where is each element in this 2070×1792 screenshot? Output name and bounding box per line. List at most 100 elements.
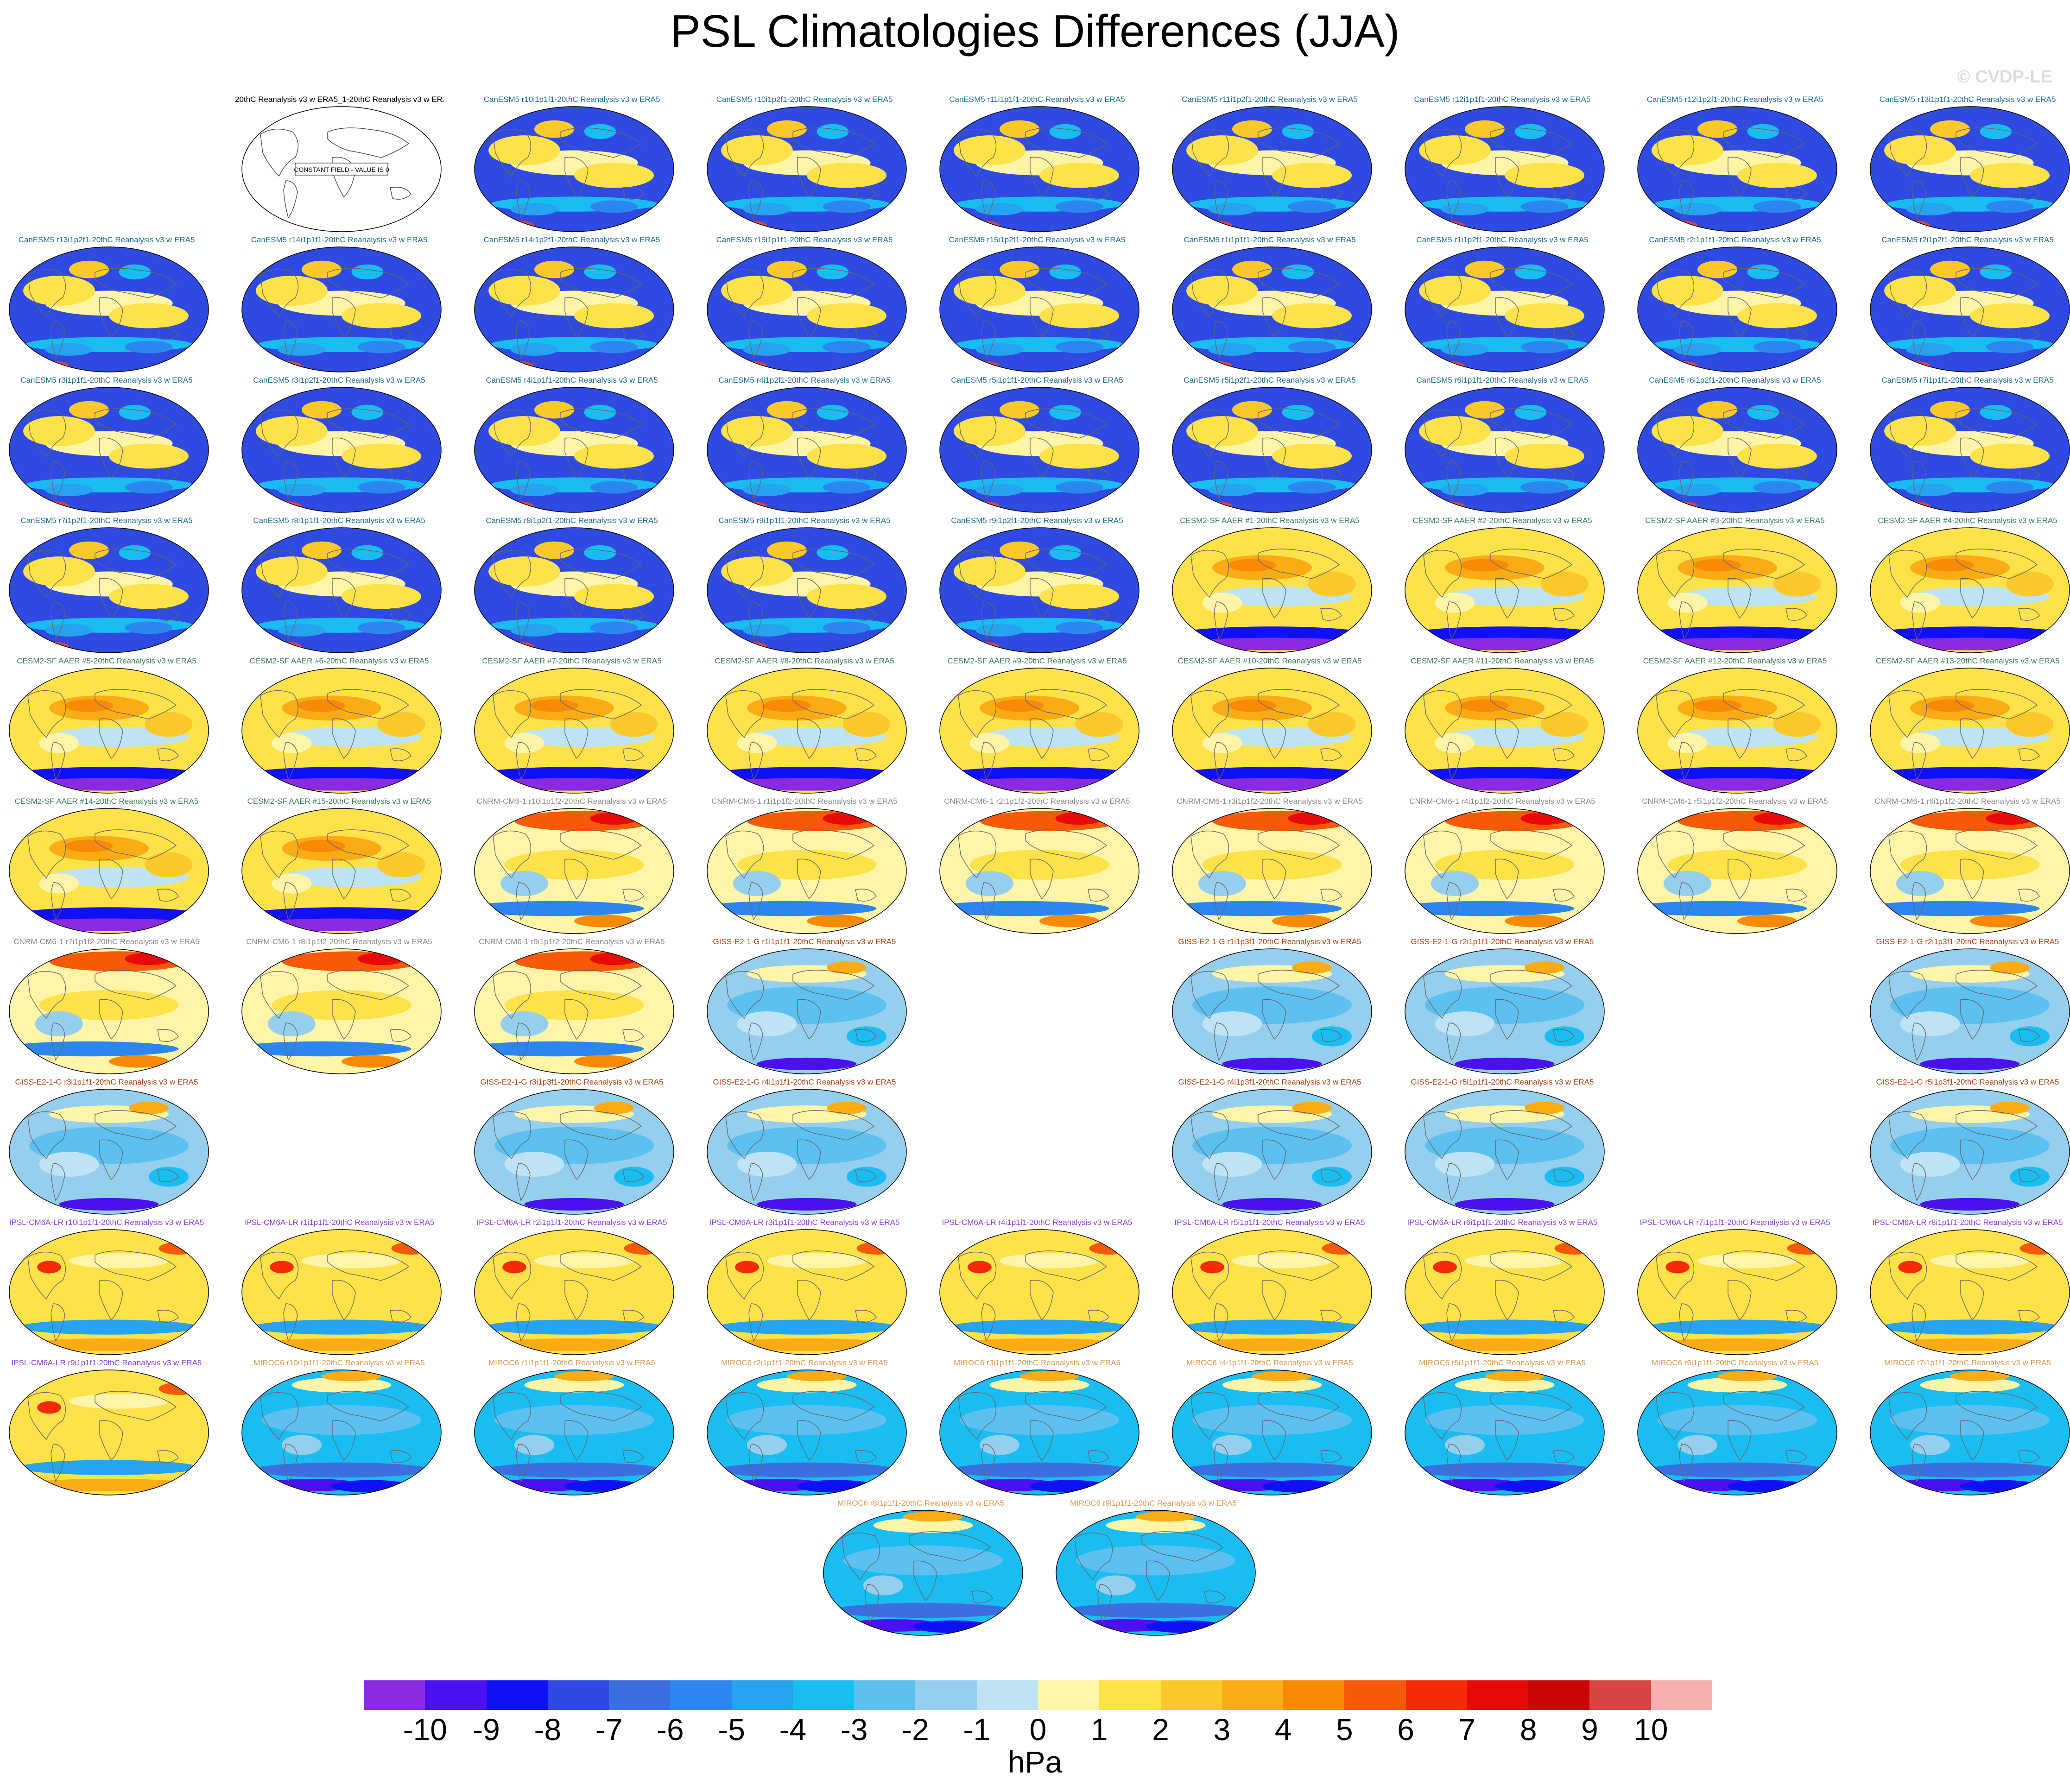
pressure-anomaly-region	[1920, 1377, 2020, 1393]
coastline	[1495, 578, 1519, 619]
map-plot	[939, 1369, 1139, 1495]
pressure-anomaly-region	[1930, 401, 1970, 419]
coastline	[493, 128, 532, 177]
pressure-anomaly-region	[377, 852, 425, 877]
panel-title: CNRM-CM6-1 r5i1p1f2-20thC Reanalysis v3 …	[1642, 797, 1828, 806]
pressure-anomaly-region	[488, 556, 560, 587]
colorbar-tick-label: -7	[595, 1712, 623, 1747]
pressure-anomaly-region	[590, 481, 638, 494]
map-panel: CESM2-SF AAER #6-20thC Reanalysis v3 w E…	[235, 656, 443, 795]
coastline	[981, 321, 996, 359]
watermark: © CVDP-LE	[1957, 67, 2052, 87]
coastline	[332, 1280, 356, 1321]
pressure-anomaly-region	[590, 621, 638, 634]
pressure-anomaly-region	[475, 778, 674, 791]
coastline	[95, 549, 177, 579]
coastline	[792, 689, 875, 719]
pressure-anomaly-region	[1525, 961, 1564, 974]
pressure-anomaly-region	[1415, 1338, 1595, 1351]
pressure-anomaly-region	[272, 990, 411, 1020]
pressure-anomaly-region	[1000, 120, 1039, 138]
pressure-anomaly-region	[960, 360, 1000, 371]
pressure-anomaly-region	[1202, 1011, 1262, 1036]
pressure-anomaly-region	[1514, 264, 1547, 280]
map-panel: CanESM5 r3i1p2f1-20thC Reanalysis v3 w E…	[235, 376, 443, 515]
pressure-anomaly-region	[302, 401, 342, 419]
pressure-anomaly-region	[298, 699, 346, 712]
coastline	[27, 830, 66, 879]
coastline	[332, 437, 356, 479]
pressure-anomaly-region	[1505, 443, 1584, 469]
pressure-anomaly-region	[903, 1511, 963, 1522]
map-plot	[1172, 808, 1372, 934]
coastline	[792, 268, 875, 298]
coastline	[560, 1250, 642, 1281]
coastline	[1030, 1420, 1054, 1461]
pressure-anomaly-region	[757, 1377, 857, 1393]
coastline	[797, 297, 821, 338]
coastline	[1214, 1163, 1228, 1201]
pressure-anomaly-region	[807, 584, 886, 609]
map-panel: CNRM-CM6-1 r6i1p1f2-20thC Reanalysis v3 …	[1863, 797, 2070, 936]
pressure-anomaly-region	[494, 501, 534, 511]
pressure-anomaly-region	[721, 416, 793, 446]
coastline	[493, 549, 532, 598]
coastline	[1320, 187, 1342, 200]
pressure-anomaly-region	[827, 1102, 867, 1114]
panel-title: CanESM5 r12i1p2f1-20thC Reanalysis v3 w …	[1646, 95, 1823, 104]
pressure-anomaly-region	[351, 264, 384, 280]
coastline	[792, 1391, 875, 1421]
coastline	[1679, 882, 1694, 921]
pressure-anomaly-region	[594, 1102, 634, 1114]
pressure-anomaly-region	[504, 1271, 644, 1301]
pressure-anomaly-region	[1228, 559, 1276, 572]
coastline	[792, 1250, 875, 1281]
coastline	[1912, 601, 1926, 640]
pressure-anomaly-region	[584, 545, 616, 561]
colorbar-swatch	[425, 1680, 487, 1710]
panel-title: IPSL-CM6A-LR r5i1p1f1-20thC Reanalysis v…	[1174, 1218, 1365, 1227]
pressure-anomaly-region	[1890, 220, 1930, 231]
coastline	[1495, 1280, 1519, 1321]
map-plot	[241, 387, 442, 513]
coastline	[1728, 1420, 1752, 1461]
pressure-anomaly-region	[65, 699, 113, 712]
coastline	[516, 461, 531, 499]
coastline	[1912, 1444, 1926, 1482]
pressure-anomaly-region	[1665, 1261, 1690, 1274]
pressure-anomaly-region	[1753, 481, 1801, 494]
pressure-anomaly-region	[1425, 220, 1465, 231]
pressure-anomaly-region	[807, 303, 886, 328]
coastline	[748, 1163, 763, 1201]
pressure-anomaly-region	[1039, 303, 1119, 328]
coastline	[1785, 327, 1807, 340]
pressure-anomaly-region	[823, 481, 871, 494]
pressure-anomaly-region	[1658, 220, 1697, 231]
coastline	[95, 408, 177, 439]
pressure-anomaly-region	[109, 443, 189, 469]
map-panel: CanESM5 r9i1p1f1-20thC Reanalysis v3 w E…	[700, 516, 909, 655]
coastline	[725, 1111, 764, 1160]
coastline	[564, 1420, 589, 1461]
pressure-anomaly-region	[995, 699, 1044, 712]
coastline	[1553, 187, 1575, 200]
coastline	[1214, 1444, 1228, 1482]
pressure-anomaly-region	[727, 501, 767, 511]
pressure-anomaly-region	[1658, 501, 1697, 511]
coastline	[1423, 409, 1462, 458]
coastline	[1553, 889, 1575, 902]
pressure-anomaly-region	[278, 483, 326, 496]
coastline	[99, 999, 123, 1040]
coastline	[1088, 1310, 1109, 1323]
pressure-anomaly-region	[1039, 443, 1119, 469]
map-plot	[707, 1229, 907, 1355]
coastline	[1495, 858, 1519, 900]
panel-title: CanESM5 r3i1p1f1-20thC Reanalysis v3 w E…	[20, 376, 193, 385]
map-plot	[1870, 808, 2070, 934]
coastline	[797, 437, 821, 479]
pressure-anomaly-region	[975, 202, 1024, 215]
pressure-anomaly-region	[574, 163, 654, 188]
coastline	[622, 327, 644, 340]
pressure-anomaly-region	[125, 953, 173, 965]
pressure-anomaly-region	[1461, 559, 1509, 572]
